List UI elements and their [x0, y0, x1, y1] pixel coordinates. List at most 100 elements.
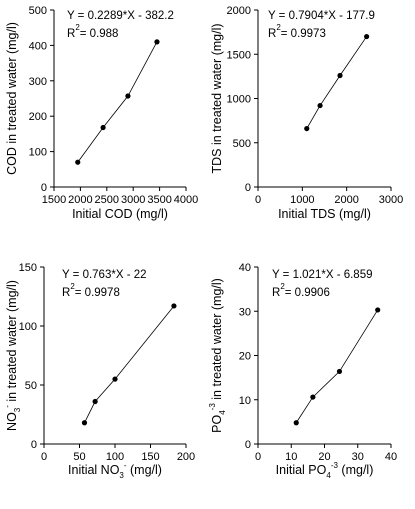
data-point	[100, 124, 106, 131]
x-tick-label: 150	[141, 451, 159, 463]
regression-equation: Y = 1.021*X - 6.859	[272, 269, 373, 281]
x-axis-label: Initial COD (mg/l)	[72, 207, 168, 221]
x-axis-label: Initial NO3- (mg/l)	[68, 461, 162, 480]
y-label-superscript: -3	[208, 403, 217, 411]
y-axis-label: TDS in treated water (mg/l)	[210, 23, 224, 173]
y-label-tail: in treated water (mg/l)	[5, 280, 19, 405]
data-point	[171, 303, 177, 309]
data-point	[336, 368, 343, 375]
series-line	[306, 36, 367, 129]
data-point	[375, 307, 381, 313]
r-squared-label: R	[268, 28, 276, 40]
x-label-tail: (mg/l)	[127, 463, 162, 477]
y-tick-label: 300	[29, 76, 47, 88]
y-tick-label: 10	[239, 395, 251, 407]
r-squared-value: = 0.988	[80, 28, 119, 40]
x-tick-label: 1000	[290, 194, 314, 206]
data-point	[125, 93, 131, 99]
x-tick-label: 2000	[334, 194, 358, 206]
data-point	[75, 159, 81, 165]
chart-panel-2: 0 1000 2000 3000 0 500 1000 1500 2000 Y = 0.7904*…	[210, 5, 403, 221]
x-label-superscript: -	[124, 461, 127, 470]
x-tick-label: 1500	[42, 194, 66, 206]
r-squared-superscript: 2	[276, 23, 281, 32]
series-line	[295, 309, 379, 423]
y-label-tail: in treated water (mg/l)	[210, 278, 224, 403]
y-tick-label: 100	[29, 147, 47, 159]
data-point	[81, 420, 88, 426]
r-squared-label: R	[272, 287, 280, 299]
data-point	[364, 33, 370, 40]
r-squared-label: R	[67, 28, 75, 40]
x-tick-label: 200	[177, 451, 195, 463]
data-point	[337, 72, 343, 79]
y-tick-label: 200	[29, 111, 47, 123]
regression-equation: Y = 0.2289*X - 382.2	[67, 10, 174, 22]
series-line	[77, 41, 158, 163]
y-label-main: NO	[5, 412, 19, 431]
y-tick-label: 500	[29, 5, 47, 17]
x-tick-label: 0	[255, 194, 261, 206]
y-tick-label: 0	[245, 439, 251, 451]
chart-panel-1: 1500 2000 2500 3000 3500 4000 0 100 200 300 400 500…	[5, 5, 198, 221]
x-label-main: Initial NO	[68, 463, 120, 477]
regression-equation: Y = 0.7904*X - 177.9	[268, 10, 375, 22]
r-squared-superscript: 2	[280, 282, 285, 291]
x-label-subscript: 4	[326, 471, 331, 480]
regression-equation: Y = 0.763*X - 22	[62, 269, 147, 281]
x-label-subscript: 3	[119, 471, 124, 480]
x-tick-label: 3000	[121, 194, 145, 206]
x-axis-label: Initial TDS (mg/l)	[278, 207, 371, 221]
y-axis-label: NO3- in treated water (mg/l)	[3, 280, 22, 431]
x-tick-label: 100	[106, 451, 124, 463]
data-point	[154, 39, 160, 45]
r-squared-superscript: 2	[70, 282, 75, 291]
x-label-tail: (mg/l)	[338, 463, 373, 477]
x-tick-label: 40	[385, 451, 397, 463]
x-tick-label: 2000	[68, 194, 92, 206]
r-squared-value: = 0.9978	[75, 287, 120, 299]
r-squared-value: = 0.9973	[281, 28, 326, 40]
y-tick-label: 0	[41, 182, 47, 194]
y-axis-label: PO4-3 in treated water (mg/l)	[208, 278, 227, 433]
r-squared-value: = 0.9906	[285, 287, 330, 299]
data-point	[310, 394, 316, 400]
y-label-main: PO	[210, 415, 224, 433]
y-tick-label: 1000	[227, 94, 251, 106]
r-squared-text: R2= 0.988	[67, 23, 118, 40]
y-tick-label: 400	[29, 40, 47, 52]
x-tick-label: 3000	[379, 194, 403, 206]
data-point	[304, 125, 310, 132]
x-tick-label: 3500	[147, 194, 171, 206]
y-label-superscript: -	[3, 405, 12, 408]
r-squared-text: R2= 0.9906	[272, 282, 330, 299]
y-tick-label: 20	[239, 351, 251, 363]
data-point	[293, 420, 299, 426]
y-tick-label: 0	[31, 439, 37, 451]
y-tick-label: 30	[239, 306, 251, 318]
r-squared-superscript: 2	[75, 23, 80, 32]
x-tick-label: 30	[352, 451, 364, 463]
y-label-subscript: 4	[218, 410, 227, 415]
x-tick-label: 0	[255, 451, 261, 463]
x-label-main: Initial PO	[276, 463, 327, 477]
x-tick-label: 10	[285, 451, 297, 463]
x-label-superscript: -3	[331, 461, 339, 470]
y-axis-label: COD in treated water (mg/l)	[5, 22, 19, 175]
y-tick-label: 1500	[227, 49, 251, 61]
y-tick-label: 50	[25, 380, 37, 392]
y-tick-label: 150	[19, 262, 37, 274]
x-tick-label: 2500	[95, 194, 119, 206]
x-tick-label: 50	[73, 451, 85, 463]
data-point	[112, 376, 118, 382]
x-tick-label: 0	[41, 451, 47, 463]
y-tick-label: 2000	[227, 5, 251, 17]
r-squared-label: R	[62, 287, 70, 299]
data-point	[92, 398, 98, 405]
y-label-subscript: 3	[13, 407, 22, 412]
y-tick-label: 500	[233, 138, 251, 150]
x-axis-label: Initial PO4-3 (mg/l)	[276, 461, 374, 480]
r-squared-text: R2= 0.9973	[268, 23, 326, 40]
